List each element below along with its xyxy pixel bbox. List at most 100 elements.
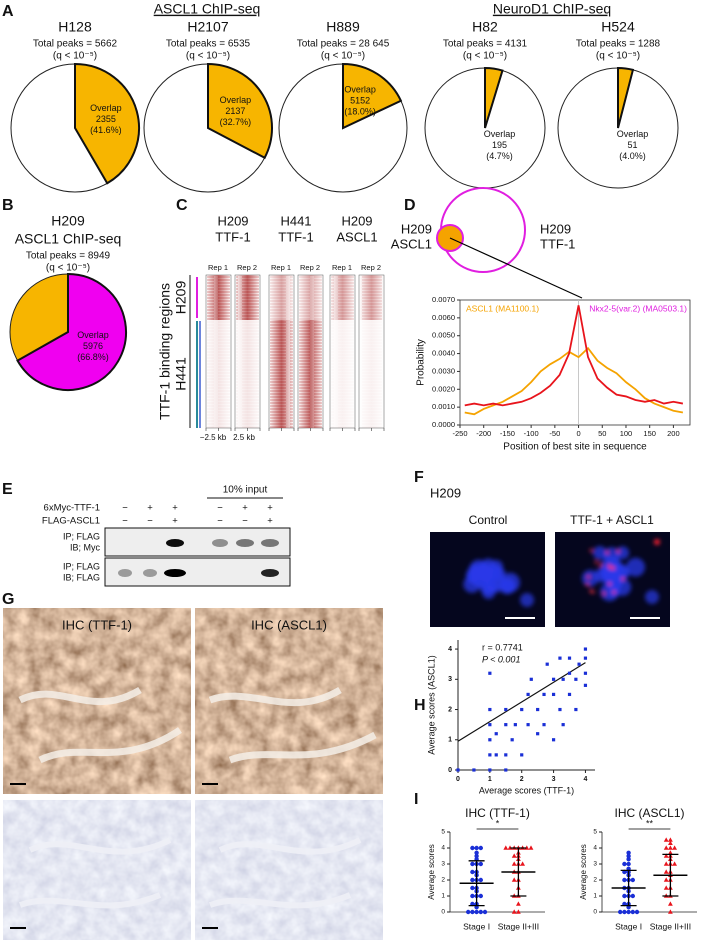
venn-label: H209 <box>540 221 571 236</box>
heatmap-texture <box>207 275 230 320</box>
error-bar <box>662 853 679 897</box>
column-header: TTF-1 <box>215 229 250 244</box>
x-tick-label: 150 <box>643 429 656 438</box>
y-tick-label: 0.0050 <box>432 331 455 340</box>
point <box>672 845 677 850</box>
nucleus <box>608 569 621 582</box>
nucleus <box>592 545 607 560</box>
sign: + <box>267 516 273 527</box>
heatmap-texture <box>236 320 259 428</box>
point <box>583 647 588 651</box>
group-title: ASCL1 ChIP-seq <box>154 1 261 17</box>
point <box>668 845 673 850</box>
category-label: Stage I <box>615 921 642 931</box>
point <box>630 909 635 915</box>
point <box>668 909 673 914</box>
point <box>622 877 627 883</box>
point <box>536 707 540 712</box>
column-header: TTF-1 <box>278 229 313 244</box>
slice-count: 51 <box>628 140 638 150</box>
point <box>478 893 483 899</box>
plot-frame <box>459 299 691 426</box>
point <box>583 683 588 687</box>
pie-title: H524 <box>601 19 635 35</box>
point <box>488 707 492 712</box>
point <box>622 893 627 899</box>
slice-value-label: (4.0%) <box>619 151 646 161</box>
point <box>526 723 530 727</box>
x-tick-label: 200 <box>667 429 680 438</box>
signal <box>594 560 598 564</box>
point <box>520 861 525 866</box>
signal <box>609 566 613 570</box>
blot <box>104 557 291 587</box>
series-line <box>464 305 684 407</box>
point <box>516 901 521 906</box>
y-tick-label: 0.0000 <box>432 420 455 429</box>
x-tick-label: 4 <box>583 776 587 783</box>
point <box>488 671 492 675</box>
slice-count: 2137 <box>225 106 245 116</box>
rep-label: Rep 2 <box>361 263 381 272</box>
pie-heading: ASCL1 ChIP-seq <box>15 231 122 247</box>
point <box>626 850 631 855</box>
y-tick-label: 0.0070 <box>432 295 455 304</box>
significance: * <box>496 818 500 828</box>
x-tick-label: -200 <box>476 429 491 438</box>
error-bar <box>510 847 527 897</box>
point <box>551 692 556 697</box>
panel-letter: F <box>414 469 424 486</box>
y-axis-label: Average scores <box>427 844 436 899</box>
y-axis-label: Average scores (ASCL1) <box>426 655 436 754</box>
category-label: Stage II+III <box>650 921 691 931</box>
y-tick-label: 4 <box>448 646 452 653</box>
panel-letter: H <box>414 697 426 714</box>
y-tick-label: 0 <box>441 909 445 916</box>
sign: − <box>217 503 223 514</box>
point <box>478 845 483 851</box>
point <box>663 885 669 890</box>
point <box>470 877 475 883</box>
point <box>488 723 492 727</box>
strip-title: IHC (TTF-1) <box>465 806 530 820</box>
slice-value-label: (32.7%) <box>220 117 252 127</box>
panel-letter: A <box>2 3 14 20</box>
panel-letter: I <box>414 791 418 808</box>
y-tick-label: 2 <box>448 706 452 713</box>
row-title: TTF-1 binding regions <box>157 283 173 420</box>
pie-subtitle: Total peaks = 28 645 <box>297 39 390 50</box>
point <box>668 840 673 845</box>
y-tick-label: 5 <box>441 829 445 836</box>
y-tick-label: 0 <box>448 767 452 774</box>
point <box>474 845 479 851</box>
sign: + <box>147 503 153 514</box>
pie-title: H128 <box>58 19 92 35</box>
category-label: Stage I <box>463 921 490 931</box>
condition: Control <box>469 513 508 527</box>
y-tick-label: 5 <box>593 829 597 836</box>
x-label: −2.5 kb <box>200 433 227 442</box>
point <box>511 853 517 858</box>
point <box>511 909 517 914</box>
heatmap-texture <box>360 275 383 320</box>
heatmap-texture <box>299 320 322 428</box>
y-tick-label: 3 <box>593 861 597 868</box>
band <box>164 569 186 577</box>
slice-value-label: (18.0%) <box>344 106 376 116</box>
sign: − <box>217 516 223 527</box>
point <box>567 656 572 660</box>
point <box>488 768 492 772</box>
rep-label: Rep 1 <box>332 263 352 272</box>
pie-subtitle: Total peaks = 1288 <box>576 39 661 50</box>
pie-note: (q < 10⁻⁵) <box>596 51 640 62</box>
slice-label: Overlap <box>77 330 109 340</box>
point <box>626 857 631 862</box>
point <box>474 909 479 915</box>
nucleus <box>581 569 599 587</box>
pie-note: (q < 10⁻⁵) <box>46 263 90 274</box>
tissue-gap <box>18 686 377 764</box>
cell-line: H209 <box>430 485 461 500</box>
point <box>504 723 508 727</box>
pie-title: H209 <box>51 213 85 229</box>
